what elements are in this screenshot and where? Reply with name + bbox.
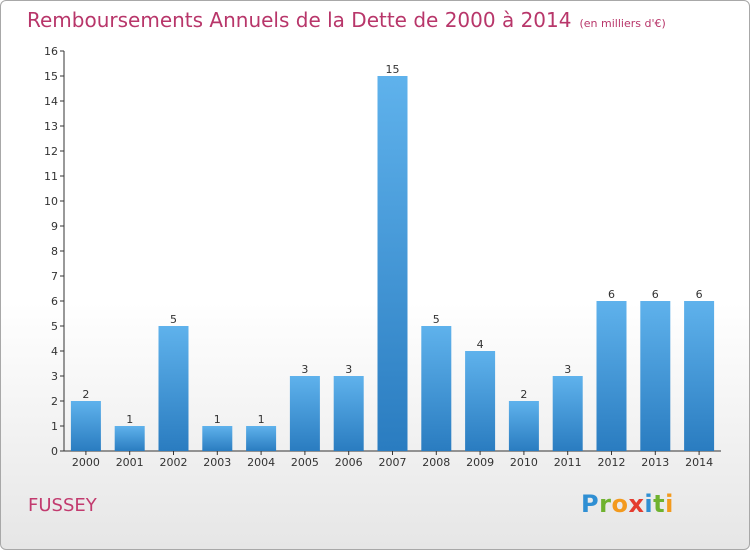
bar-value-label: 3 (301, 363, 308, 376)
y-tick-label: 8 (51, 245, 58, 258)
bar-value-label: 6 (652, 288, 659, 301)
y-tick-label: 7 (51, 270, 58, 283)
y-tick-label: 3 (51, 370, 58, 383)
y-tick-label: 11 (44, 170, 58, 183)
bar (202, 426, 233, 451)
x-tick-label: 2014 (685, 456, 713, 469)
bar-value-label: 2 (520, 388, 527, 401)
bar (684, 301, 715, 451)
bar (640, 301, 671, 451)
bar (114, 426, 145, 451)
x-tick-label: 2003 (203, 456, 231, 469)
chart-subtitle: (en milliers d'€) (579, 17, 666, 30)
bar-value-label: 2 (82, 388, 89, 401)
bar (508, 401, 539, 451)
x-tick-label: 2011 (554, 456, 582, 469)
y-tick-label: 2 (51, 395, 58, 408)
y-tick-label: 13 (44, 120, 58, 133)
y-tick-label: 12 (44, 145, 58, 158)
bar-value-label: 1 (214, 413, 221, 426)
x-tick-label: 2010 (510, 456, 538, 469)
bar (421, 326, 452, 451)
bar (246, 426, 277, 451)
bar-value-label: 1 (126, 413, 133, 426)
y-tick-label: 16 (44, 45, 58, 58)
x-tick-label: 2004 (247, 456, 275, 469)
bar-value-label: 6 (608, 288, 615, 301)
y-tick-label: 15 (44, 70, 58, 83)
x-tick-label: 2012 (598, 456, 626, 469)
x-tick-label: 2001 (116, 456, 144, 469)
bar (552, 376, 583, 451)
x-tick-label: 2006 (335, 456, 363, 469)
bar-value-label: 5 (170, 313, 177, 326)
y-tick-label: 14 (44, 95, 58, 108)
proxiti-logo[interactable]: Proxiti (581, 490, 674, 518)
bar-value-label: 3 (564, 363, 571, 376)
bar-value-label: 6 (696, 288, 703, 301)
bar (289, 376, 320, 451)
bar-value-label: 3 (345, 363, 352, 376)
y-tick-label: 6 (51, 295, 58, 308)
bar (596, 301, 627, 451)
x-tick-label: 2009 (466, 456, 494, 469)
x-tick-label: 2002 (160, 456, 188, 469)
bar-value-label: 4 (477, 338, 484, 351)
x-tick-label: 2013 (641, 456, 669, 469)
chart-title: Remboursements Annuels de la Dette de 20… (27, 8, 666, 32)
y-tick-label: 5 (51, 320, 58, 333)
y-tick-label: 4 (51, 345, 58, 358)
y-tick-label: 9 (51, 220, 58, 233)
y-tick-label: 1 (51, 420, 58, 433)
bar (377, 76, 408, 451)
commune-name: FUSSEY (28, 495, 97, 516)
y-tick-label: 10 (44, 195, 58, 208)
bar (158, 326, 189, 451)
x-tick-label: 2005 (291, 456, 319, 469)
x-tick-label: 2000 (72, 456, 100, 469)
bar-value-label: 1 (258, 413, 265, 426)
bar (70, 401, 101, 451)
x-tick-label: 2008 (422, 456, 450, 469)
bar (465, 351, 496, 451)
bar-value-label: 5 (433, 313, 440, 326)
y-tick-label: 0 (51, 445, 58, 458)
bar (333, 376, 364, 451)
bar-value-label: 15 (386, 63, 400, 76)
x-tick-label: 2007 (379, 456, 407, 469)
